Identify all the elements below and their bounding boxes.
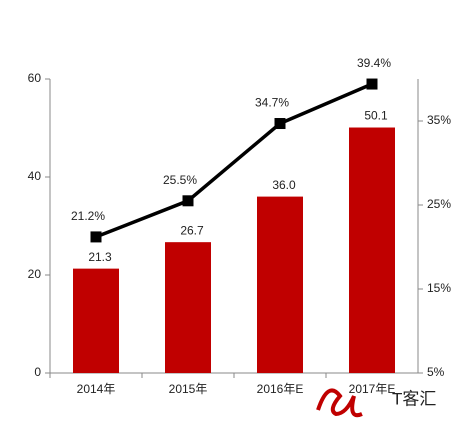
bar [257, 196, 303, 373]
line-value-label: 39.4% [357, 56, 391, 70]
y-tick-label: 40 [28, 169, 42, 183]
y2-tick-label: 25% [427, 197, 451, 211]
line-marker [90, 231, 102, 243]
line-marker [274, 118, 286, 130]
watermark: T客汇 [392, 389, 436, 408]
line-value-label: 34.7% [255, 96, 289, 110]
bar [73, 268, 119, 373]
bar-value-label: 26.7 [180, 223, 204, 237]
y-tick-label: 0 [34, 365, 41, 379]
bar [165, 242, 211, 373]
x-tick-label: 2014年 [77, 382, 116, 396]
bar-value-label: 36.0 [272, 178, 296, 192]
bar [349, 127, 395, 373]
y2-tick-label: 15% [427, 281, 451, 295]
y2-tick-label: 35% [427, 113, 451, 127]
x-tick-label: 2017年E [349, 382, 396, 396]
watermark-logo: T客汇 [316, 388, 436, 418]
x-tick-label: 2015年 [169, 382, 208, 396]
y-tick-label: 20 [28, 267, 42, 281]
y2-tick-label: 5% [427, 365, 445, 379]
line-marker [182, 195, 194, 207]
line-marker [366, 78, 378, 90]
bar-value-label: 21.3 [88, 250, 112, 264]
y-tick-label: 60 [28, 71, 42, 85]
line [95, 82, 373, 239]
bar-value-label: 50.1 [364, 109, 388, 123]
line-value-label: 21.2% [71, 209, 105, 223]
x-tick-label: 2016年E [257, 382, 304, 396]
line-value-label: 25.5% [163, 173, 197, 187]
logo-mark [316, 388, 363, 418]
